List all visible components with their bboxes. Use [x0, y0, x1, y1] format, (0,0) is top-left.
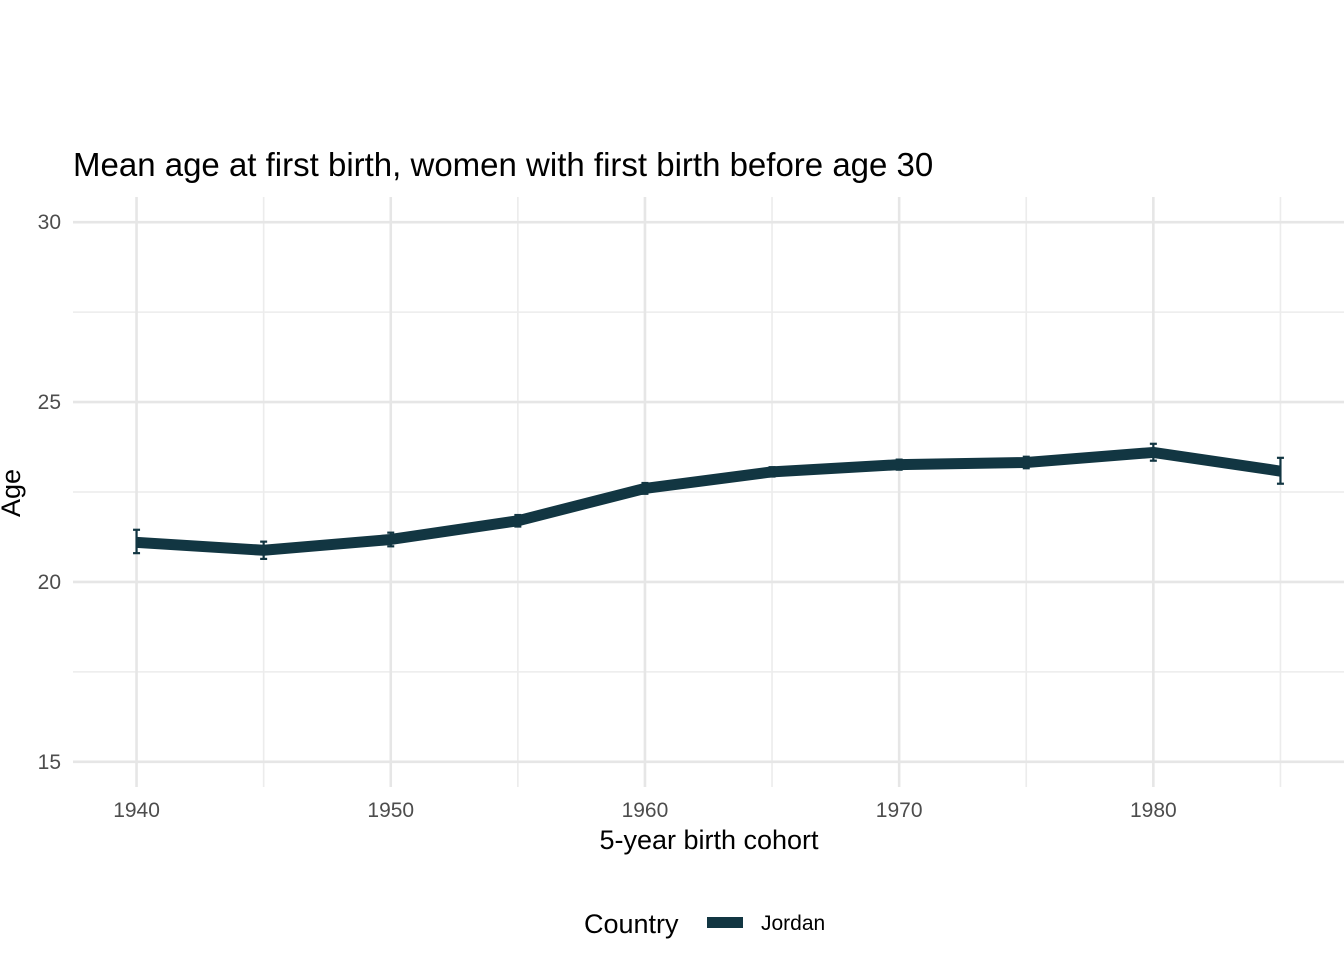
- x-tick-label: 1980: [1130, 799, 1177, 822]
- y-tick-label: 30: [38, 211, 61, 234]
- x-tick-label: 1950: [367, 799, 414, 822]
- error-bar: [895, 458, 903, 471]
- series-layer: [133, 442, 1284, 561]
- y-axis-ticks: 15 20 25 30: [38, 211, 61, 774]
- x-axis-ticks: 1940 1950 1960 1970 1980: [113, 799, 1177, 822]
- y-tick-label: 20: [38, 571, 61, 594]
- legend: Country Jordan: [584, 909, 825, 939]
- x-tick-label: 1960: [622, 799, 669, 822]
- grid: [73, 197, 1344, 787]
- x-axis-title: 5-year birth cohort: [599, 825, 819, 855]
- error-bar: [387, 531, 395, 548]
- error-bar: [133, 528, 141, 555]
- y-axis-title: Age: [0, 469, 26, 517]
- error-bar: [1022, 455, 1030, 470]
- error-bar: [1149, 442, 1157, 462]
- error-bar: [641, 481, 649, 495]
- legend-key-jordan: [707, 917, 743, 928]
- error-bar: [1276, 456, 1284, 485]
- series-line-jordan: [136, 446, 1282, 556]
- error-bar: [768, 466, 776, 478]
- x-tick-label: 1970: [876, 799, 923, 822]
- legend-title: Country: [584, 909, 679, 939]
- y-tick-label: 15: [38, 751, 61, 774]
- error-bar: [514, 513, 522, 528]
- chart-title: Mean age at first birth, women with firs…: [73, 146, 933, 183]
- legend-label-jordan: Jordan: [761, 912, 825, 935]
- error-bar: [260, 540, 268, 561]
- y-tick-label: 25: [38, 391, 61, 414]
- x-tick-label: 1940: [113, 799, 160, 822]
